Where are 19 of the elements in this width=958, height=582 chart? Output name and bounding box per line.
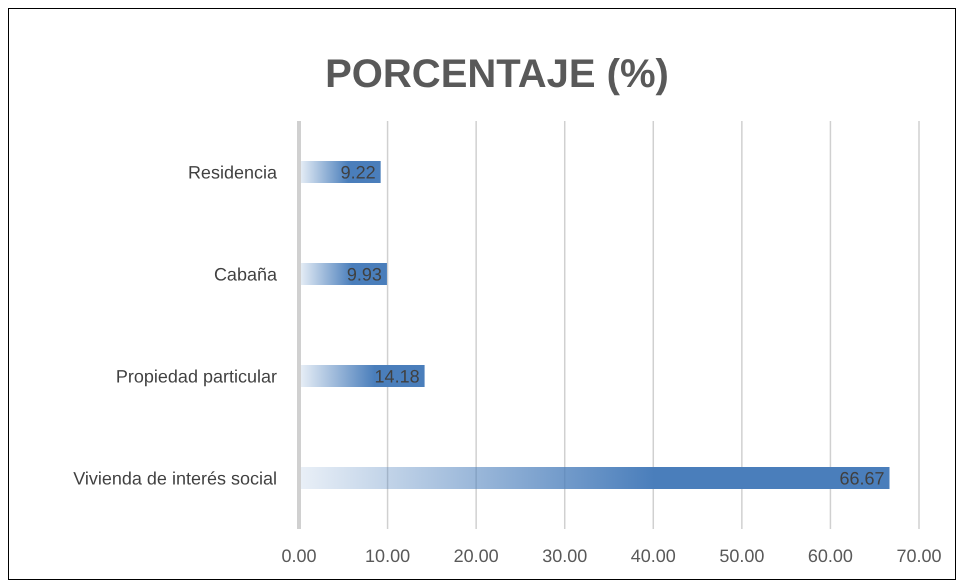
x-tick-label: 70.00 [896,546,942,566]
y-tick-label: Propiedad particular [116,366,277,386]
chart-title: PORCENTAJE (%) [324,51,670,98]
x-tick-label: 60.00 [808,546,853,566]
y-tick-label: Cabaña [214,264,278,284]
data-label: 14.18 [374,366,420,386]
data-label: 9.93 [346,264,382,284]
x-tick-label: 20.00 [454,546,499,566]
data-label: 66.67 [839,468,885,488]
y-tick-label: Vivienda de interés social [73,468,277,488]
y-tick-label: Residencia [188,162,278,182]
x-tick-label: 30.00 [542,546,588,566]
x-tick-label: 50.00 [719,546,764,566]
data-label: 9.22 [340,162,376,182]
x-tick-label: 10.00 [365,546,410,566]
x-tick-label: 0.00 [281,546,317,566]
bar [299,365,425,387]
bar [299,467,890,489]
x-tick-label: 40.00 [630,546,676,566]
